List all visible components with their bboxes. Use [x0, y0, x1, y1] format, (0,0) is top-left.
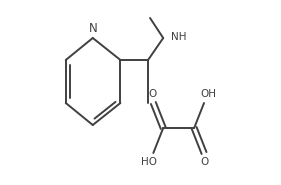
Text: O: O [201, 157, 209, 167]
Text: N: N [89, 22, 97, 35]
Text: OH: OH [201, 89, 217, 99]
Text: HO: HO [141, 157, 157, 167]
Text: O: O [148, 89, 157, 99]
Text: NH: NH [171, 32, 186, 42]
